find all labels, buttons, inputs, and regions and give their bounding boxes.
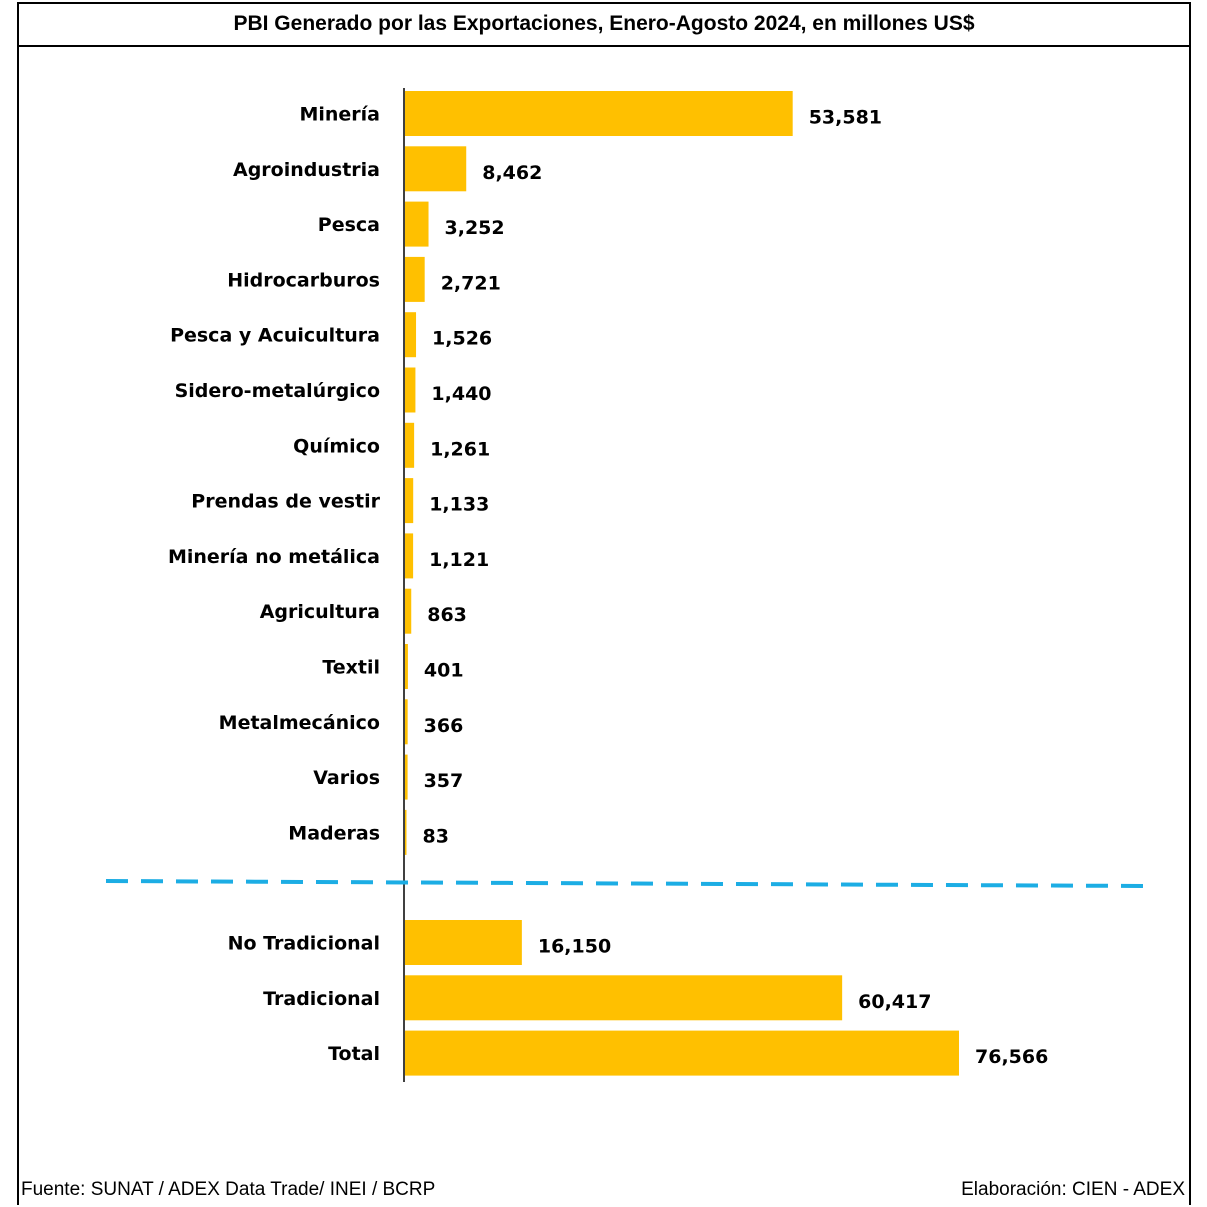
category-label-agricultura: Agricultura [260, 601, 380, 623]
category-label-agroindustria: Agroindustria [233, 159, 380, 181]
value-label-pesca: 3,252 [445, 217, 505, 239]
value-label-varios: 357 [424, 770, 464, 792]
bar-prendas-de-vestir [405, 478, 414, 524]
bar-varios [405, 754, 408, 800]
bar-total [405, 1030, 959, 1076]
category-label-tradicional: Tradicional [263, 988, 380, 1010]
value-label-quimico: 1,261 [430, 438, 490, 460]
value-label-prendas-de-vestir: 1,133 [429, 494, 489, 516]
bar-no-tradicional [405, 920, 522, 965]
bars-layer [405, 91, 959, 1076]
value-label-no-tradicional: 16,150 [538, 936, 611, 958]
chart-frame [17, 2, 1191, 1205]
category-label-metalmecanico: Metalmecánico [219, 712, 380, 734]
bar-metalmecanico [405, 699, 408, 745]
value-labels: 53,581 8,462 3,252 2,721 1,526 1,440 1,261 1,13… [423, 107, 1049, 1069]
category-label-total: Total [328, 1043, 380, 1065]
value-label-agroindustria: 8,462 [482, 162, 542, 184]
category-label-pesca-y-acuicultura: Pesca y Acuicultura [170, 325, 380, 347]
bar-agroindustria [405, 146, 467, 192]
chart-title: PBI Generado por las Exportaciones, Ener… [17, 2, 1191, 47]
category-label-prendas-de-vestir: Prendas de vestir [191, 491, 380, 513]
value-label-mineria-no-metalica: 1,121 [429, 549, 489, 571]
category-label-pesca: Pesca [318, 214, 380, 236]
bar-mineria [405, 91, 793, 136]
credit-note: Elaboración: CIEN - ADEX [961, 1179, 1185, 1200]
source-note: Fuente: SUNAT / ADEX Data Trade/ INEI / … [21, 1179, 436, 1200]
bar-pesca [405, 201, 429, 247]
value-label-total: 76,566 [975, 1046, 1048, 1068]
bar-sidero-metalurgico [405, 367, 416, 413]
value-label-textil: 401 [424, 660, 464, 682]
group-separator [105, 879, 1151, 888]
category-label-hidrocarburos: Hidrocarburos [227, 269, 380, 291]
value-label-tradicional: 60,417 [858, 991, 931, 1013]
value-label-agricultura: 863 [427, 604, 467, 626]
category-label-maderas: Maderas [288, 822, 380, 844]
value-label-metalmecanico: 366 [424, 715, 464, 737]
category-label-sidero-metalurgico: Sidero-metalúrgico [175, 380, 380, 402]
value-label-pesca-y-acuicultura: 1,526 [432, 328, 492, 350]
value-label-hidrocarburos: 2,721 [441, 272, 501, 294]
bar-quimico [405, 422, 415, 468]
value-label-maderas: 83 [423, 825, 449, 847]
category-label-textil: Textil [322, 657, 380, 679]
category-label-mineria-no-metalica: Minería no metálica [168, 546, 380, 568]
bar-tradicional [405, 975, 843, 1021]
category-label-no-tradicional: No Tradicional [228, 933, 380, 955]
value-label-mineria: 53,581 [809, 107, 882, 129]
bar-maderas [405, 809, 407, 855]
bar-textil [405, 644, 408, 689]
category-label-varios: Varios [313, 767, 380, 789]
category-labels: Minería Agroindustria Pesca Hidrocarburos Pe… [168, 104, 381, 1066]
value-label-sidero-metalurgico: 1,440 [431, 383, 491, 405]
bar-pesca-y-acuicultura [405, 312, 417, 358]
bar-hidrocarburos [405, 256, 425, 302]
category-label-quimico: Químico [293, 435, 380, 457]
category-label-mineria: Minería [299, 104, 380, 126]
bar-mineria-no-metalica [405, 533, 414, 579]
bar-agricultura [405, 588, 412, 634]
